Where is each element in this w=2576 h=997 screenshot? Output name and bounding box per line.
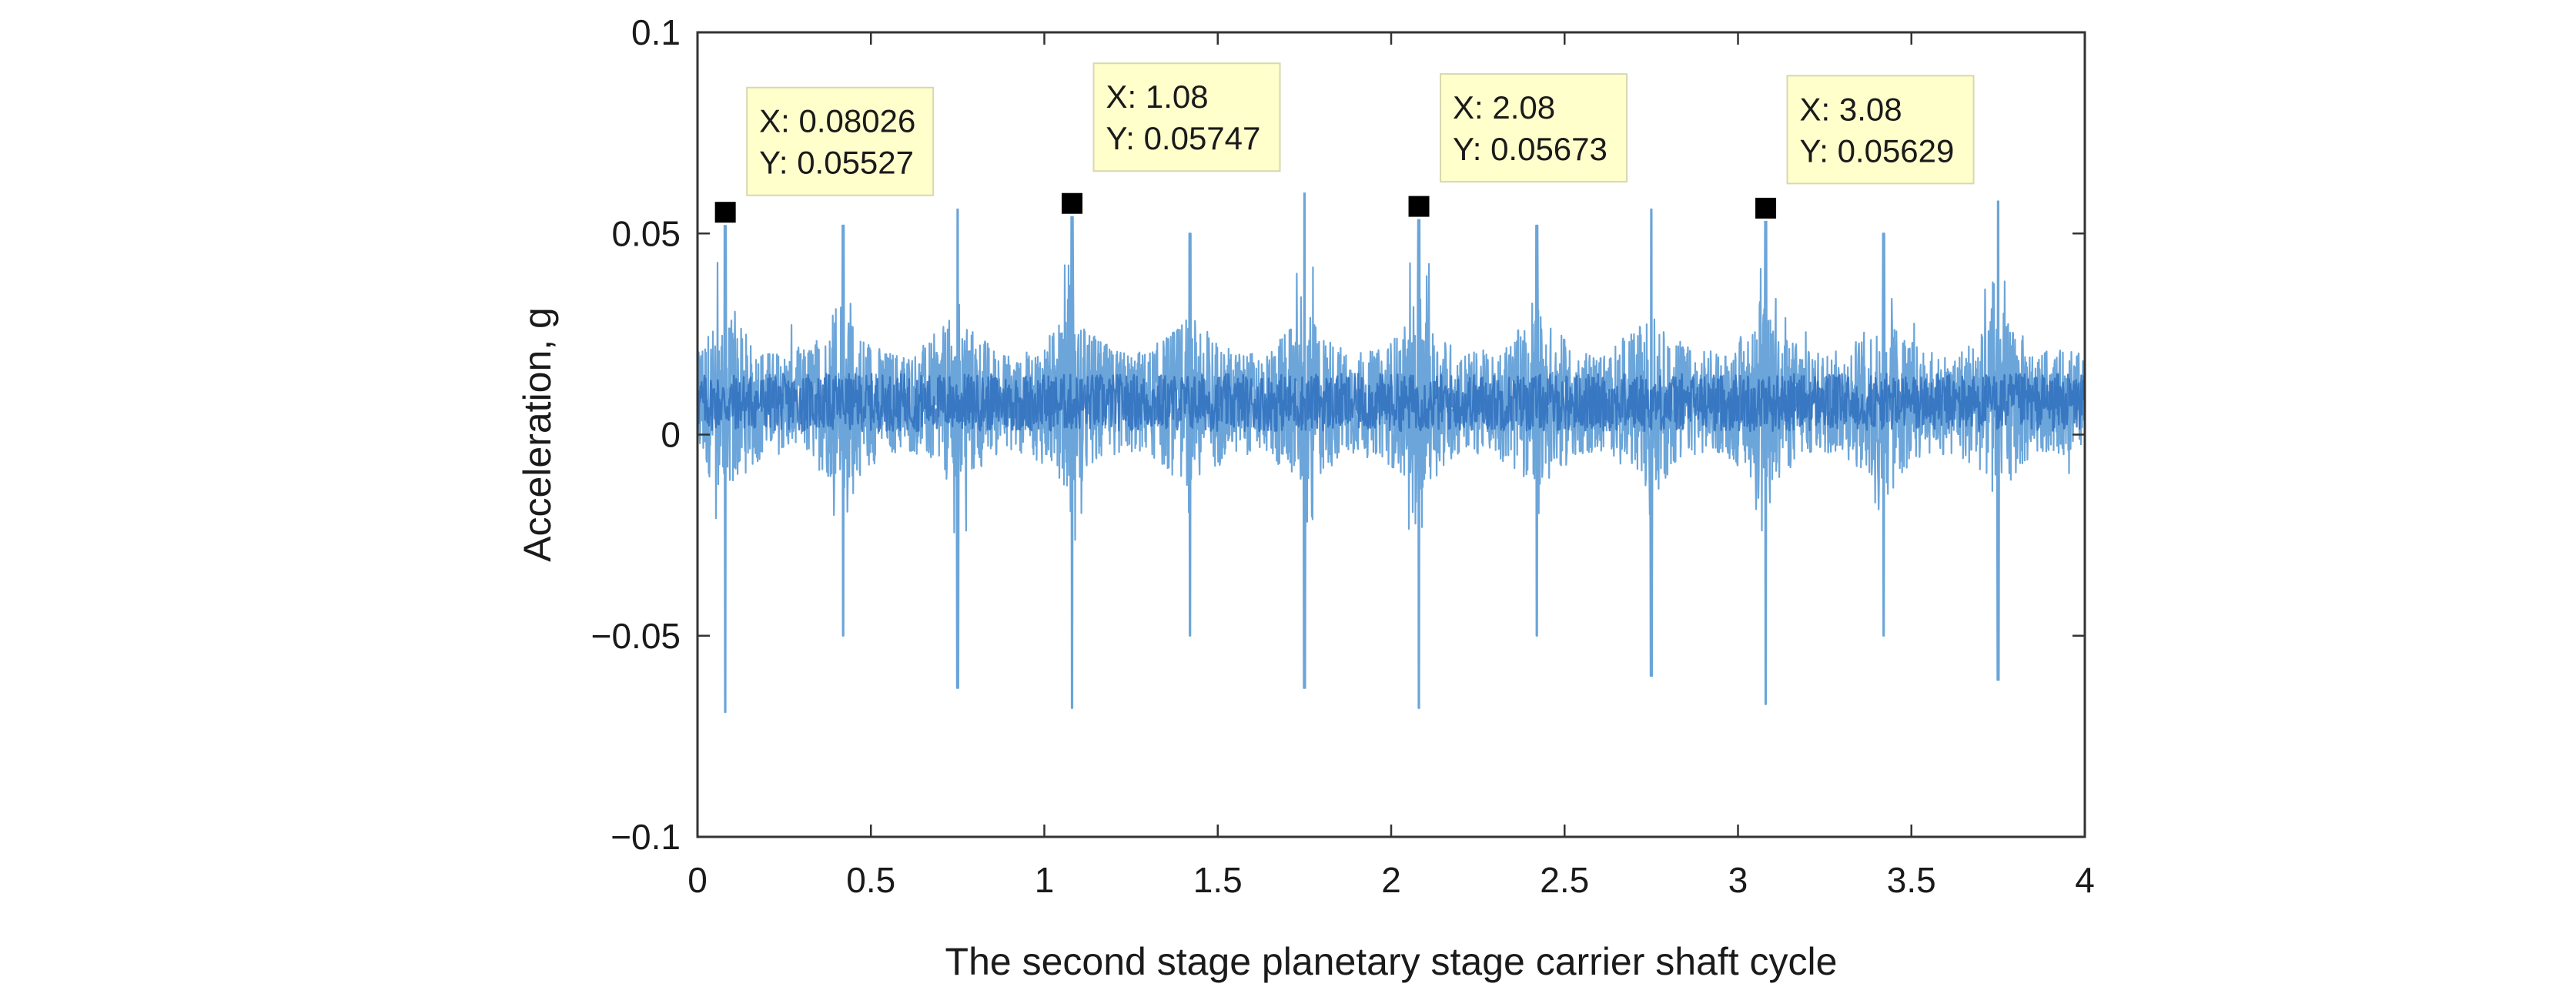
datatip-marker[interactable] (1753, 195, 1779, 221)
x-tick-label: 4 (2075, 860, 2095, 900)
y-tick-label: −0.1 (611, 817, 681, 857)
x-tick-label: 3 (1728, 860, 1748, 900)
datatip-marker[interactable] (1406, 193, 1432, 219)
datatip-y-label: Y: 0.05747 (1106, 120, 1261, 156)
datatip-x-label: X: 1.08 (1106, 79, 1209, 115)
datatip-y-label: Y: 0.05527 (759, 145, 914, 181)
datatip-marker[interactable] (712, 199, 738, 226)
axis-ticks: 0 0.5 1 1.5 2 2.5 3 3.5 4 −0.1 −0.05 0 0.05 0.1 (591, 12, 2095, 900)
y-axis-label: Acceleration, g (516, 307, 559, 562)
x-tick-label: 1.5 (1193, 860, 1243, 900)
x-tick-label: 0 (687, 860, 708, 900)
datatip[interactable]: X: 0.08026 Y: 0.05527 (712, 86, 935, 226)
series-line-light (696, 192, 2086, 714)
y-tick-label: −0.05 (591, 616, 681, 656)
y-tick-label: 0.1 (631, 12, 681, 52)
datatip-y-label: Y: 0.05673 (1453, 131, 1607, 167)
datatip-marker[interactable] (1059, 190, 1086, 216)
datatip-box (1440, 73, 1628, 183)
datatip-box (746, 86, 935, 196)
x-tick-label: 0.5 (846, 860, 895, 900)
y-tick-label: 0.05 (611, 213, 681, 253)
x-tick-label: 3.5 (1887, 860, 1936, 900)
series-line (696, 373, 2086, 433)
x-tick-label: 2 (1381, 860, 1401, 900)
series-layer (696, 192, 2086, 714)
x-axis-label: The second stage planetary stage carrier… (945, 940, 1838, 983)
datatip[interactable]: X: 2.08 Y: 0.05673 (1406, 73, 1628, 219)
y-tick-label: 0 (661, 415, 681, 455)
datatip-box (1092, 62, 1281, 172)
datatip-x-label: X: 3.08 (1800, 91, 1902, 127)
datatip-y-label: Y: 0.05629 (1800, 132, 1955, 169)
datatip-x-label: X: 2.08 (1453, 89, 1555, 125)
x-tick-label: 1 (1035, 860, 1055, 900)
datatip-box (1786, 75, 1975, 185)
datatip[interactable]: X: 3.08 Y: 0.05629 (1753, 75, 1975, 221)
datatip[interactable]: X: 1.08 Y: 0.05747 (1059, 62, 1281, 216)
x-tick-label: 2.5 (1540, 860, 1589, 900)
datatip-x-label: X: 0.08026 (759, 103, 915, 139)
